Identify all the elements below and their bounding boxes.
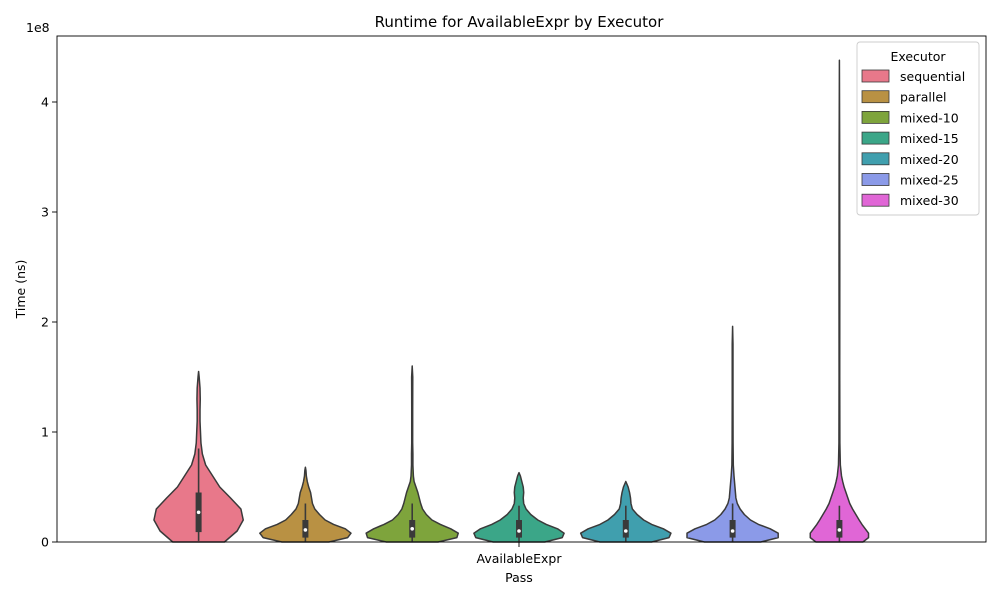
- iqr-box-mixed-25: [729, 520, 736, 538]
- legend-swatch-sequential: [861, 69, 890, 83]
- legend-items: sequential parallel mixed-10 mixed-15 mixed-…: [861, 69, 965, 208]
- legend-swatch-mixed-25: [861, 173, 890, 186]
- y-tick-label: 1: [41, 425, 49, 440]
- legend-swatch-parallel: [861, 90, 890, 104]
- legend: Executor sequential parallel mixed-10 mixed…: [856, 41, 980, 216]
- violins-group: [153, 59, 870, 543]
- legend-label-mixed-30: mixed-30: [900, 193, 959, 208]
- median-dot-mixed-10: [410, 527, 415, 531]
- y-scale-offset: 1e8: [26, 20, 50, 35]
- chart-title: Runtime for AvailableExpr by Executor: [375, 13, 665, 31]
- median-dot-sequential: [196, 510, 201, 515]
- legend-title: Executor: [890, 49, 946, 64]
- plot-frame: [56, 35, 987, 543]
- legend-swatch-mixed-30: [861, 193, 890, 207]
- legend-label-mixed-25: mixed-25: [900, 173, 959, 188]
- legend-swatch-mixed-10: [861, 111, 890, 124]
- y-axis-label: Time (ns): [13, 260, 28, 320]
- violin-mixed-25: [686, 325, 779, 543]
- iqr-box-mixed-15: [516, 520, 522, 538]
- violin-mixed-10: [365, 365, 460, 543]
- iqr-box-mixed-20: [622, 520, 629, 538]
- y-tick-label: 0: [41, 535, 49, 550]
- legend-label-parallel: parallel: [900, 90, 947, 105]
- median-dot-mixed-30: [837, 528, 842, 532]
- median-dot-parallel: [303, 528, 308, 532]
- legend-label-sequential: sequential: [900, 69, 965, 84]
- y-tick-label: 2: [41, 315, 49, 330]
- x-axis-label: Pass: [505, 570, 533, 585]
- legend-swatch-mixed-20: [861, 152, 890, 166]
- legend-label-mixed-15: mixed-15: [900, 131, 959, 146]
- y-tick-label: 3: [41, 205, 49, 220]
- y-axis-ticks: 0 1 2 3 4: [41, 95, 57, 550]
- legend-label-mixed-20: mixed-20: [900, 152, 959, 167]
- median-dot-mixed-15: [517, 529, 521, 533]
- median-dot-mixed-20: [624, 529, 628, 533]
- violin-mixed-30: [809, 59, 870, 543]
- legend-swatch-mixed-15: [861, 131, 890, 145]
- x-tick-label: AvailableExpr: [477, 551, 563, 566]
- legend-frame: [856, 41, 980, 216]
- y-tick-label: 4: [41, 95, 49, 110]
- median-dot-mixed-25: [730, 529, 735, 533]
- legend-label-mixed-10: mixed-10: [900, 110, 959, 125]
